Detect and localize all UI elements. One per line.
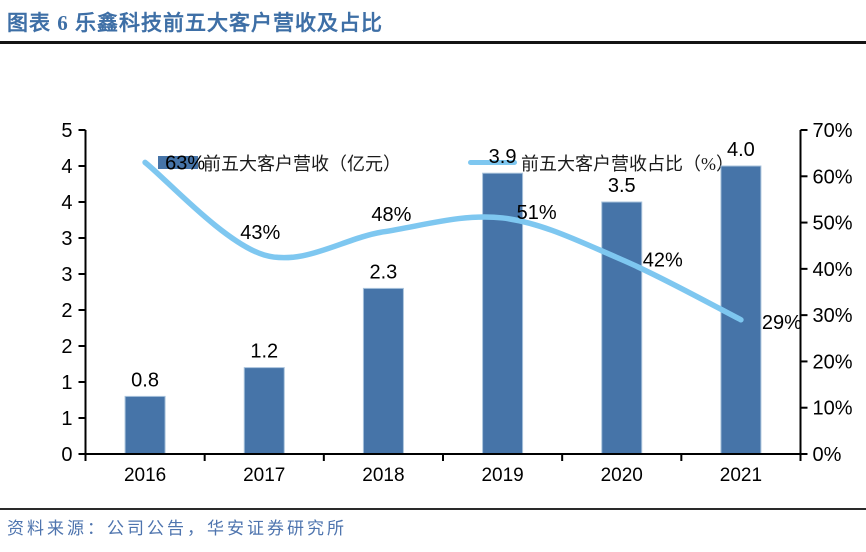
right-tick-label: 0% <box>813 444 842 466</box>
left-tick-label: 1 <box>61 408 72 430</box>
bar-2020 <box>601 201 643 455</box>
bar-2018 <box>362 287 404 455</box>
right-tick-label: 60% <box>813 166 853 188</box>
right-tick-label: 50% <box>813 213 853 235</box>
source-divider <box>0 508 866 510</box>
legend-line-label: 前五大客户营收占比（%） <box>521 154 734 174</box>
x-axis-label-2021: 2021 <box>720 465 762 486</box>
title-divider <box>0 41 866 44</box>
legend-bar-swatch <box>158 156 198 169</box>
left-tick-label: 4 <box>61 156 72 178</box>
x-axis-label-2020: 2020 <box>601 465 643 486</box>
right-tick-label: 20% <box>813 351 853 373</box>
left-tick-label: 2 <box>61 336 72 358</box>
line-value-label-2016: 63% <box>165 152 205 174</box>
left-tick-label: 5 <box>61 120 72 142</box>
right-tick-label: 30% <box>813 305 853 327</box>
line-value-label-2018: 48% <box>371 204 411 226</box>
bar-value-label-2016: 0.8 <box>131 369 159 391</box>
right-tick-label: 10% <box>813 398 853 420</box>
bar-value-label-2021: 4.0 <box>727 139 755 161</box>
x-axis-label-2018: 2018 <box>362 465 404 486</box>
left-tick-label: 3 <box>61 228 72 250</box>
line-value-label-2019: 51% <box>517 202 557 224</box>
legend-line-swatch <box>468 160 517 165</box>
x-axis-label-2016: 2016 <box>124 465 166 486</box>
left-tick-label: 1 <box>61 372 72 394</box>
left-tick-label: 2 <box>61 300 72 322</box>
left-tick-label: 0 <box>61 444 72 466</box>
line-value-label-2017: 43% <box>240 222 280 244</box>
bar-value-label-2017: 1.2 <box>250 341 278 363</box>
right-tick-label: 70% <box>813 120 853 142</box>
bar-value-label-2018: 2.3 <box>370 261 398 283</box>
figure-title: 图表 6 乐鑫科技前五大客户营收及占比 <box>7 11 383 35</box>
line-value-label-2021: 29% <box>762 312 802 334</box>
source-note: 资料来源：公司公告，华安证券研究所 <box>7 519 347 538</box>
right-tick-label: 40% <box>813 259 853 281</box>
bar-series <box>124 165 762 455</box>
left-tick-label: 4 <box>61 192 72 214</box>
line-value-label-2020: 42% <box>643 250 683 272</box>
axis-ticks <box>78 129 808 461</box>
bar-2016 <box>124 395 166 455</box>
x-axis-label-2019: 2019 <box>481 465 523 486</box>
left-tick-label: 3 <box>61 264 72 286</box>
bar-2017 <box>243 367 285 455</box>
data-labels: 0.8 1.2 2.3 3.9 3.5 4.0 63% 43% 48% 51% 42% 29% <box>131 139 802 391</box>
legend-bar-label: 前五大客户营收（亿元） <box>203 154 401 174</box>
chart-legend: 前五大客户营收（亿元） 前五大客户营收占比（%） <box>0 74 866 174</box>
bar-value-label-2020: 3.5 <box>608 175 636 197</box>
x-axis-label-2017: 2017 <box>243 465 285 486</box>
line-series <box>142 159 744 323</box>
ratio-line <box>142 159 744 323</box>
bar-value-label-2019: 3.9 <box>489 146 517 168</box>
